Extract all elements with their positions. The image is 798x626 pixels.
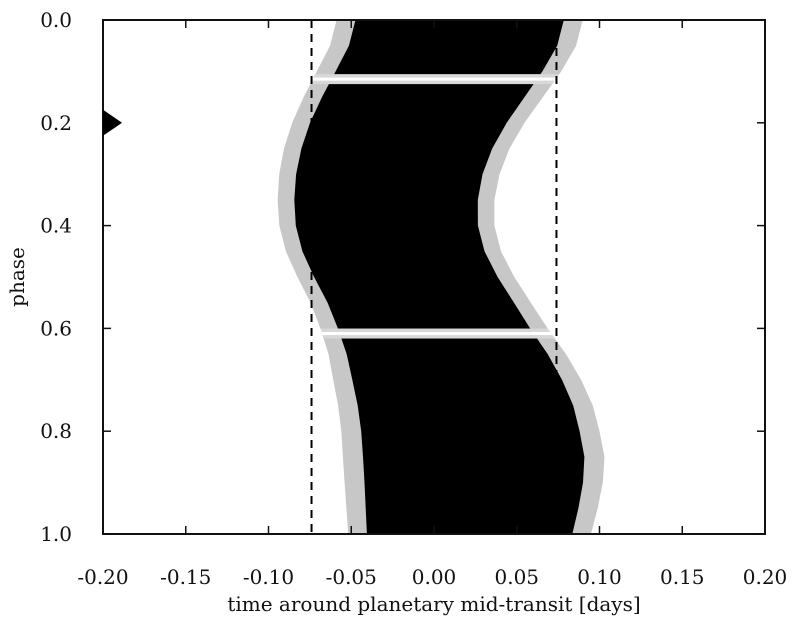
- dashed-lines: [310, 20, 558, 534]
- phase-marker: [103, 109, 122, 136]
- x-tick-label: 0.15: [660, 565, 705, 589]
- x-tick-label: 0.00: [412, 565, 457, 589]
- y-axis-label: phase: [5, 247, 29, 307]
- x-tick-label: 0.10: [577, 565, 622, 589]
- y-tick-labels: 0.0 0.2 0.4 0.6 0.8 1.0: [40, 8, 72, 546]
- transit-band: [294, 20, 585, 534]
- x-tick-label: -0.05: [326, 565, 377, 589]
- y-tick-label: 0.4: [40, 214, 72, 238]
- x-tick-labels: -0.20 -0.15 -0.10 -0.05 0.00 0.05 0.10 0.15 0.20: [77, 565, 787, 589]
- data-gap-center: [103, 332, 765, 336]
- y-tick-label: 0.0: [40, 8, 72, 32]
- data-gaps: [103, 74, 765, 339]
- x-tick-label: -0.15: [160, 565, 211, 589]
- y-tick-label: 0.8: [40, 419, 72, 443]
- x-tick-label: 0.20: [743, 565, 788, 589]
- data-gap-center: [103, 77, 765, 81]
- x-tick-label: -0.10: [243, 565, 294, 589]
- phase-marker-triangle: [103, 109, 122, 136]
- plot-area: [102, 19, 766, 535]
- x-tick-label: 0.05: [494, 565, 539, 589]
- x-tick-label: -0.20: [77, 565, 128, 589]
- y-tick-label: 1.0: [40, 522, 72, 546]
- x-axis-label: time around planetary mid-transit [days]: [227, 592, 640, 616]
- y-tick-label: 0.2: [40, 111, 72, 135]
- axis-ticks: [102, 19, 766, 535]
- y-tick-label: 0.6: [40, 316, 72, 340]
